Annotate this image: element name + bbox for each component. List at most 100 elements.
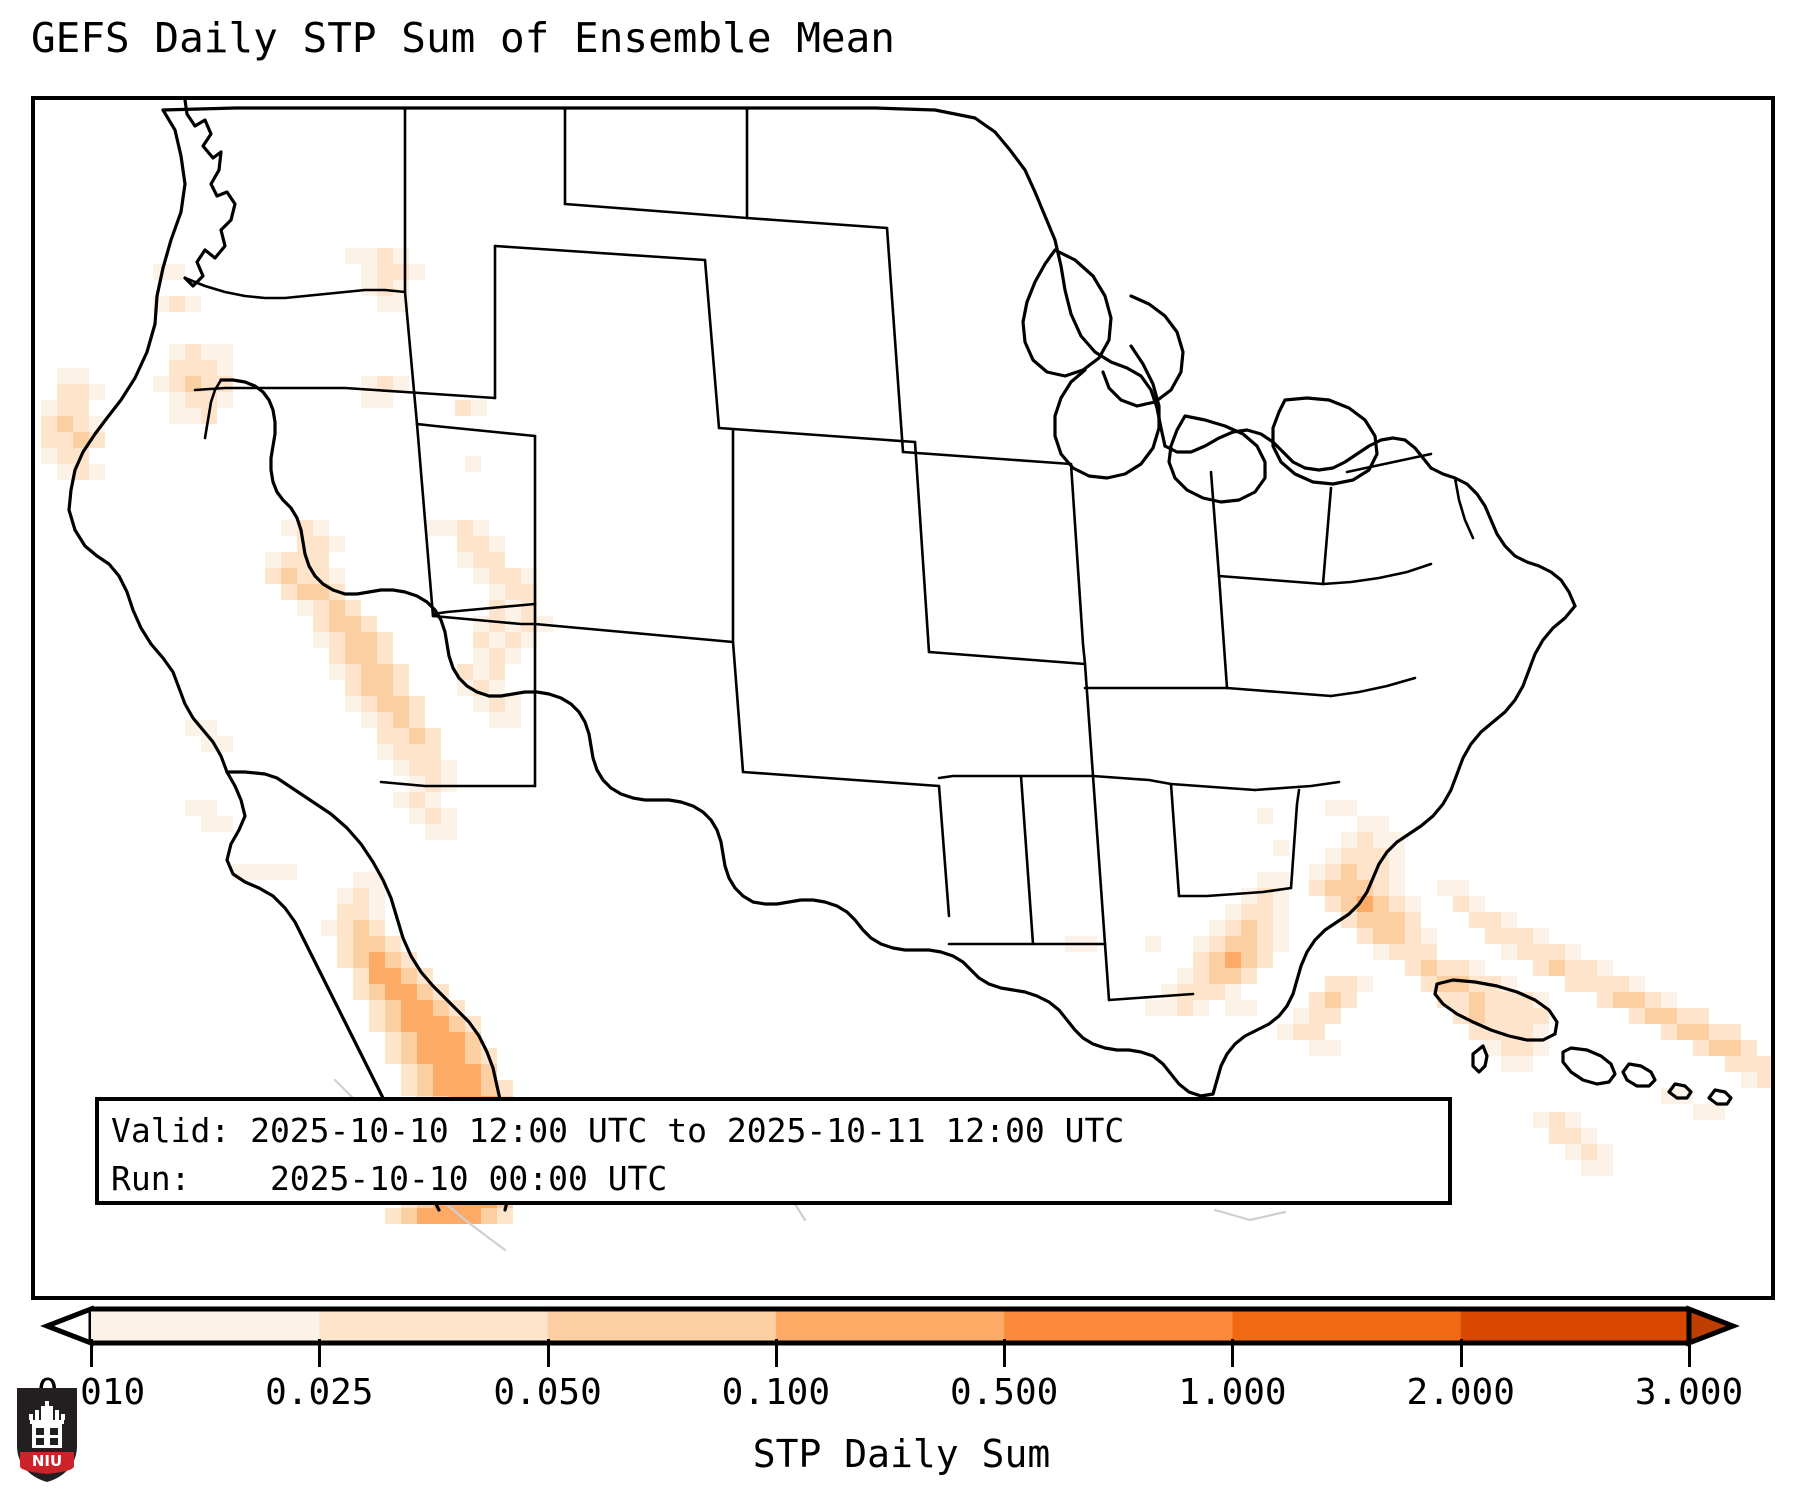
stp-grid-cell [1421, 944, 1437, 960]
stp-grid-cell [345, 696, 361, 712]
stp-grid-cell [441, 808, 457, 824]
stp-grid-cell [393, 696, 409, 712]
stp-grid-cell [417, 1000, 433, 1016]
stp-grid-cell [369, 1016, 385, 1032]
stp-grid-cell [401, 1000, 417, 1016]
stp-grid-cell [1517, 944, 1533, 960]
stp-grid-cell [249, 864, 265, 880]
stp-grid-cell [409, 808, 425, 824]
stp-grid-cell [449, 1032, 465, 1048]
stp-grid-cell [1293, 1024, 1309, 1040]
stp-grid-cell [345, 632, 361, 648]
stp-grid-cell [385, 1016, 401, 1032]
stp-grid-cell [1469, 960, 1485, 976]
stp-grid-cell [369, 936, 385, 952]
stp-grid-cell [329, 616, 345, 632]
stp-grid-cell [169, 296, 185, 312]
stp-grid-cell [1209, 920, 1225, 936]
stp-grid-cell [337, 936, 353, 952]
stp-grid-cell [1325, 992, 1341, 1008]
stp-grid-cell [1193, 952, 1209, 968]
stp-grid-cell [417, 1016, 433, 1032]
stp-grid-cell [401, 1032, 417, 1048]
stp-grid-cell [377, 248, 393, 264]
stp-grid-cell [473, 696, 489, 712]
stp-grid-cell [1373, 816, 1389, 832]
stp-grid-cell [185, 344, 201, 360]
stp-grid-cell [217, 816, 233, 832]
colorbar-over-arrow [1686, 1305, 1740, 1347]
stp-grid-cell [1309, 880, 1325, 896]
stp-grid-cell [1661, 992, 1677, 1008]
stp-grid-cell [73, 416, 89, 432]
stp-grid-cell [1533, 992, 1549, 1008]
stp-grid-cell [1533, 928, 1549, 944]
stp-grid-cell [505, 584, 521, 600]
stp-grid-cell [41, 432, 57, 448]
stp-grid-cell [433, 1064, 449, 1080]
colorbar-band [91, 1309, 320, 1343]
stp-grid-cell [1309, 1040, 1325, 1056]
stp-grid-cell [1533, 1024, 1549, 1040]
stp-grid-cell [393, 728, 409, 744]
stp-grid-cell [1341, 848, 1357, 864]
stp-grid-cell [329, 664, 345, 680]
stp-grid-cell [1501, 944, 1517, 960]
stp-grid-cell [1565, 976, 1581, 992]
stp-grid-cell [433, 1048, 449, 1064]
colorbar-tick-label: 2.000 [1406, 1372, 1515, 1413]
stp-grid-cell [153, 376, 169, 392]
stp-grid-cell [1581, 976, 1597, 992]
colorbar-band [547, 1309, 777, 1343]
stp-grid-cell [1241, 936, 1257, 952]
stp-grid-cell [1693, 1104, 1709, 1120]
stp-grid-cell [473, 552, 489, 568]
stp-grid-cell [1725, 1056, 1741, 1072]
stp-grid-cell [1469, 896, 1485, 912]
stp-grid-cell [1773, 1072, 1775, 1088]
stp-grid-cell [449, 1016, 465, 1032]
stp-grid-cell [1257, 808, 1273, 824]
stp-grid-cell [1709, 1040, 1725, 1056]
stp-grid-cell [1193, 968, 1209, 984]
colorbar-tick-label: 0.050 [493, 1372, 602, 1413]
stp-grid-cell [489, 648, 505, 664]
stp-grid-cell [361, 248, 377, 264]
coastline-and-borders [69, 100, 1575, 1210]
stp-grid-cell [489, 680, 505, 696]
stp-grid-cell [377, 376, 393, 392]
stp-grid-cell [1469, 1024, 1485, 1040]
stp-grid-cell [1453, 896, 1469, 912]
colorbar-tick [546, 1339, 550, 1367]
stp-grid-cell [401, 1016, 417, 1032]
stp-grid-cell [377, 696, 393, 712]
stp-grid-cell [449, 1048, 465, 1064]
stp-grid-cell [313, 536, 329, 552]
stp-grid-cell [1469, 912, 1485, 928]
stp-grid-cell [1193, 936, 1209, 952]
stp-grid-cell [377, 680, 393, 696]
stp-grid-cell [457, 520, 473, 536]
stp-grid-cell [1565, 960, 1581, 976]
colorbar-band [319, 1309, 549, 1343]
stp-grid-cell [489, 632, 505, 648]
stp-grid-cell [281, 568, 297, 584]
stp-grid-cell [1613, 976, 1629, 992]
stp-grid-cell [169, 376, 185, 392]
colorbar-tick-label: 1.000 [1178, 1372, 1287, 1413]
state-borders [185, 108, 1473, 1000]
stp-grid-cell [1241, 1000, 1257, 1016]
stp-grid-cell [369, 1000, 385, 1016]
stp-grid-cell [73, 368, 89, 384]
colorbar-tick-label: 3.000 [1634, 1372, 1744, 1413]
page-title: GEFS Daily STP Sum of Ensemble Mean [31, 14, 895, 62]
stp-grid-cell [1373, 832, 1389, 848]
stp-grid-cell [377, 632, 393, 648]
stp-grid-cell [1741, 1040, 1757, 1056]
stp-grid-cell [1741, 1072, 1757, 1088]
stp-grid-cell [457, 552, 473, 568]
stp-grid-cell [417, 1064, 433, 1080]
stp-grid-cell [401, 968, 417, 984]
stp-grid-cell [497, 1080, 513, 1096]
stp-grid-cell [1357, 816, 1373, 832]
